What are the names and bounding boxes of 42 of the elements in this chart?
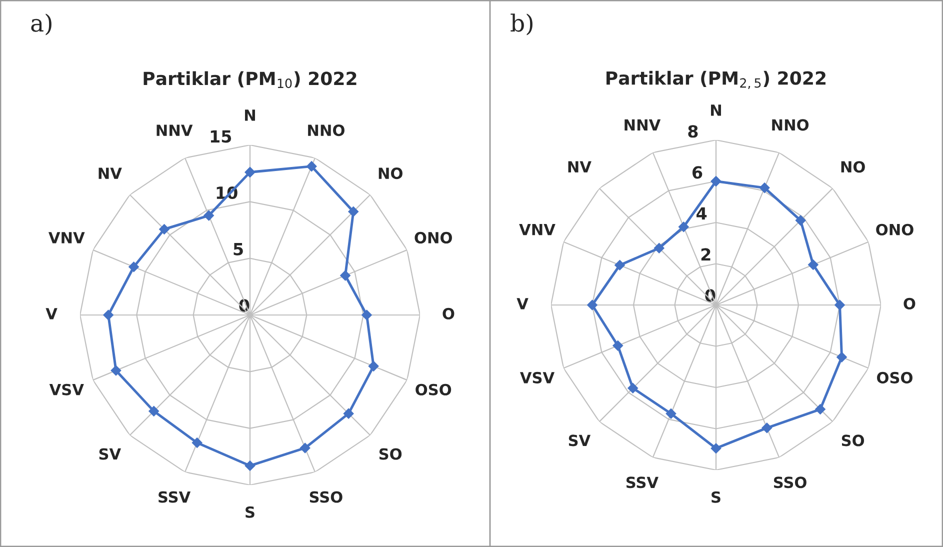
spoke-label: NV xyxy=(98,168,122,179)
spoke-label: N xyxy=(711,104,721,116)
spoke-label: ONO xyxy=(414,232,452,244)
y-tick-label: 6 xyxy=(692,166,702,179)
y-tick-label: 5 xyxy=(234,243,243,256)
spoke-label: NO xyxy=(841,161,865,173)
spoke-label: ONO xyxy=(876,224,914,236)
chart-title: Partiklar (PM$_{2,5}$) 2022 xyxy=(606,70,826,90)
spoke-label: SSO xyxy=(774,476,806,488)
spoke-label: SSV xyxy=(626,476,658,488)
spoke-label: S xyxy=(246,506,254,518)
spoke-label: NNO xyxy=(772,119,809,131)
spoke-label: NNO xyxy=(308,124,344,136)
spoke-label: OSO xyxy=(416,384,452,396)
chart-title: Partiklar (PM$_{10}$) 2022 xyxy=(144,71,356,88)
text: b) xyxy=(510,14,532,36)
spoke-label: N xyxy=(245,110,255,121)
spoke-label: SSO xyxy=(310,491,342,503)
spoke-label: NNV xyxy=(624,119,661,130)
text: a) xyxy=(31,14,52,36)
y-tick-label: 2 xyxy=(701,248,710,261)
spoke-label: O xyxy=(442,308,454,320)
spoke-label: S xyxy=(712,491,720,503)
spoke-label: SSV xyxy=(158,491,191,503)
y-tick-label: 15 xyxy=(210,130,232,143)
spoke-label: V xyxy=(516,298,528,310)
spoke-label: SO xyxy=(842,434,864,446)
spoke-label: OSO xyxy=(877,372,912,384)
spoke-label: NNV xyxy=(156,124,193,136)
y-tick-label: 8 xyxy=(688,125,698,138)
spoke-label: SO xyxy=(379,448,402,460)
spoke-label: VNV xyxy=(48,232,85,244)
y-tick-label: 4 xyxy=(696,207,707,220)
spoke-label: SV xyxy=(99,448,121,460)
spoke-label: VNV xyxy=(519,224,556,236)
spoke-label: VSV xyxy=(49,384,84,396)
spoke-label: V xyxy=(46,308,58,320)
spoke-label: NV xyxy=(568,161,592,172)
spoke-label: SV xyxy=(568,434,591,446)
spoke-label: NO xyxy=(378,168,402,180)
spoke-label: VSV xyxy=(520,372,555,384)
spoke-label: O xyxy=(904,298,916,310)
